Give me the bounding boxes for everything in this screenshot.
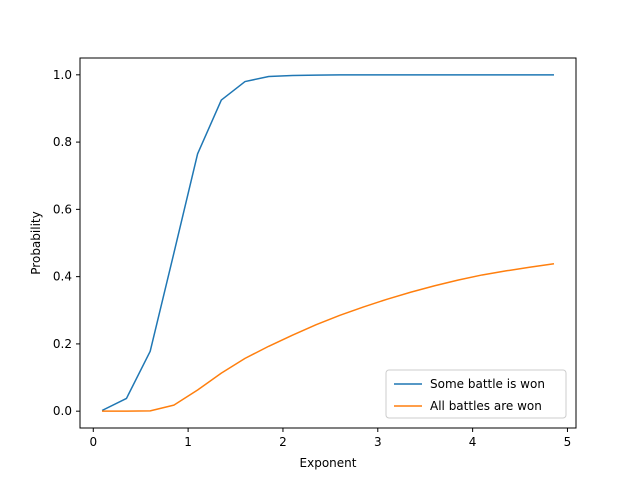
- legend-box: [385, 369, 567, 419]
- legend: Some battle is won All battles are won: [385, 369, 567, 419]
- x-axis: 0 1 2 3 4 5: [89, 428, 571, 449]
- y-tick-label: 0.6: [53, 202, 72, 216]
- x-tick-label: 3: [374, 435, 382, 449]
- y-tick-label: 0.4: [53, 270, 72, 284]
- y-tick-label: 0.0: [53, 404, 72, 418]
- y-tick-label: 0.2: [53, 337, 72, 351]
- legend-label-1: Some battle is won: [430, 377, 545, 391]
- plot-frame: [79, 57, 577, 429]
- x-tick-label: 5: [564, 435, 572, 449]
- y-axis-label: Probability: [29, 211, 43, 274]
- x-tick-label: 2: [279, 435, 287, 449]
- y-tick-label: 0.8: [53, 135, 72, 149]
- x-tick-label: 1: [184, 435, 192, 449]
- x-axis-label: Exponent: [300, 456, 357, 470]
- plot-area: [80, 58, 576, 428]
- series-line-2: [102, 263, 555, 412]
- legend-label-2: All battles are won: [430, 399, 542, 413]
- series-line-1: [101, 74, 554, 412]
- x-tick-label: 4: [469, 435, 477, 449]
- series-layer: [101, 74, 555, 412]
- y-tick-label: 1.0: [53, 68, 72, 82]
- x-tick-label: 0: [89, 435, 97, 449]
- y-axis: 0.0 0.2 0.4 0.6 0.8 1.0: [53, 68, 80, 418]
